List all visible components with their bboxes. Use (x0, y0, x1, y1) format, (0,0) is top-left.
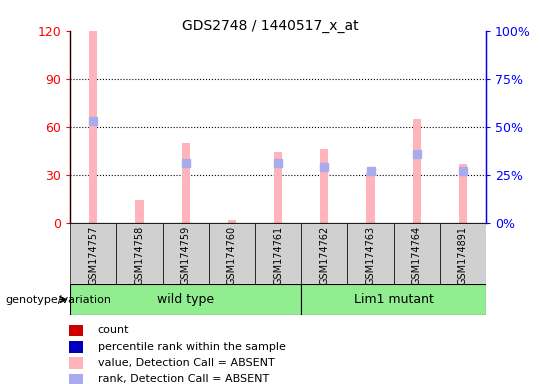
Text: GSM174762: GSM174762 (319, 226, 329, 285)
Bar (89, 31, 97, 223)
Bar (69, 374, 83, 384)
Text: GSM174757: GSM174757 (89, 226, 98, 285)
Bar (117, 223, 163, 284)
Bar (69, 357, 83, 369)
Text: rank, Detection Call = ABSENT: rank, Detection Call = ABSENT (98, 374, 269, 384)
Bar (347, 223, 394, 284)
Bar (413, 119, 421, 223)
Bar (301, 284, 486, 315)
Bar (181, 143, 190, 223)
Text: genotype/variation: genotype/variation (5, 295, 111, 305)
Bar (255, 223, 301, 284)
Bar (163, 223, 209, 284)
Bar (301, 223, 347, 284)
Bar (209, 223, 255, 284)
Bar (69, 324, 83, 336)
Text: GDS2748 / 1440517_x_at: GDS2748 / 1440517_x_at (181, 19, 359, 33)
Text: wild type: wild type (157, 293, 214, 306)
Text: GSM174761: GSM174761 (273, 226, 283, 285)
Text: GSM174891: GSM174891 (458, 226, 468, 285)
Bar (320, 149, 328, 223)
Bar (69, 341, 83, 353)
Bar (70, 284, 301, 315)
Bar (274, 152, 282, 223)
Bar (440, 223, 486, 284)
Bar (394, 223, 440, 284)
Bar (366, 173, 375, 223)
Text: GSM174764: GSM174764 (411, 226, 422, 285)
Text: GSM174759: GSM174759 (181, 226, 191, 285)
Text: GSM174760: GSM174760 (227, 226, 237, 285)
Bar (228, 220, 236, 223)
Text: count: count (98, 326, 129, 336)
Text: percentile rank within the sample: percentile rank within the sample (98, 342, 286, 352)
Text: value, Detection Call = ABSENT: value, Detection Call = ABSENT (98, 358, 274, 368)
Bar (136, 200, 144, 223)
Text: Lim1 mutant: Lim1 mutant (354, 293, 434, 306)
Text: GSM174758: GSM174758 (134, 226, 145, 285)
Bar (70, 223, 117, 284)
Text: GSM174763: GSM174763 (366, 226, 375, 285)
Bar (459, 164, 467, 223)
